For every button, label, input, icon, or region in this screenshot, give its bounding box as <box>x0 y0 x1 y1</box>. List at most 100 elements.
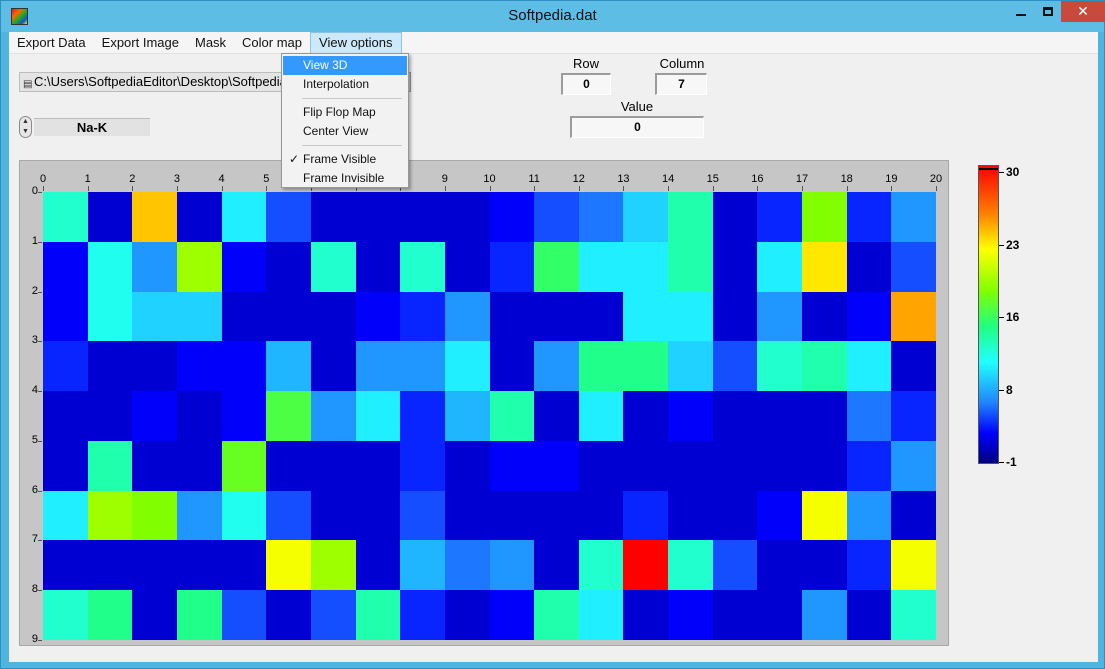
heatmap-cell[interactable] <box>355 391 401 442</box>
heatmap-cell[interactable] <box>444 241 490 293</box>
heatmap-cell[interactable] <box>846 341 892 392</box>
heatmap-cell[interactable] <box>846 241 892 293</box>
menu-item-frame-visible[interactable]: ✓ Frame Visible <box>283 150 407 169</box>
heatmap-cell[interactable] <box>266 391 312 442</box>
heatmap-cell[interactable] <box>221 540 267 591</box>
heatmap-cell[interactable] <box>712 391 758 442</box>
heatmap-cell[interactable] <box>87 192 133 243</box>
heatmap-cell[interactable] <box>266 440 312 492</box>
heatmap-cell[interactable] <box>132 291 178 342</box>
heatmap-cell[interactable] <box>400 440 446 492</box>
heatmap-cell[interactable] <box>310 490 357 541</box>
heatmap-cell[interactable] <box>43 490 89 541</box>
menu-item-interpolation[interactable]: Interpolation <box>283 75 407 94</box>
heatmap-cell[interactable] <box>310 540 357 591</box>
heatmap-cell[interactable] <box>176 540 223 591</box>
heatmap-cell[interactable] <box>176 590 223 641</box>
heatmap-cell[interactable] <box>534 391 580 442</box>
heatmap-cell[interactable] <box>87 440 133 492</box>
heatmap-cell[interactable] <box>132 391 178 442</box>
heatmap-cell[interactable] <box>176 490 223 541</box>
heatmap-cell[interactable] <box>623 490 669 541</box>
heatmap-cell[interactable] <box>87 391 133 442</box>
heatmap-cell[interactable] <box>623 291 669 342</box>
heatmap-cell[interactable] <box>578 540 624 591</box>
heatmap-cell[interactable] <box>802 241 848 293</box>
heatmap-cell[interactable] <box>712 291 758 342</box>
heatmap-cell[interactable] <box>578 391 624 442</box>
heatmap-cell[interactable] <box>534 241 580 293</box>
heatmap-cell[interactable] <box>757 291 803 342</box>
heatmap-cell[interactable] <box>132 241 178 293</box>
heatmap-cell[interactable] <box>266 590 312 641</box>
heatmap-cell[interactable] <box>846 490 892 541</box>
heatmap-cell[interactable] <box>623 590 669 641</box>
heatmap-cell[interactable] <box>757 391 803 442</box>
menu-export-data[interactable]: Export Data <box>17 35 86 50</box>
heatmap-cell[interactable] <box>578 192 624 243</box>
heatmap-cell[interactable] <box>668 540 714 591</box>
heatmap-cell[interactable] <box>757 341 803 392</box>
heatmap-cell[interactable] <box>132 540 178 591</box>
heatmap-cell[interactable] <box>444 440 490 492</box>
heatmap-cell[interactable] <box>668 192 714 243</box>
heatmap-cell[interactable] <box>355 490 401 541</box>
heatmap-cell[interactable] <box>132 490 178 541</box>
heatmap-cell[interactable] <box>802 490 848 541</box>
heatmap-cell[interactable] <box>891 291 937 342</box>
heatmap-cell[interactable] <box>712 341 758 392</box>
heatmap-cell[interactable] <box>266 341 312 392</box>
heatmap-cell[interactable] <box>444 341 490 392</box>
heatmap-cell[interactable] <box>221 391 267 442</box>
heatmap-cell[interactable] <box>132 440 178 492</box>
heatmap-cell[interactable] <box>87 241 133 293</box>
heatmap-cell[interactable] <box>310 192 357 243</box>
heatmap-cell[interactable] <box>221 291 267 342</box>
heatmap-cell[interactable] <box>221 590 267 641</box>
heatmap-cell[interactable] <box>132 192 178 243</box>
menu-item-flip-flop-map[interactable]: Flip Flop Map <box>283 103 407 122</box>
heatmap-cell[interactable] <box>668 440 714 492</box>
heatmap-cell[interactable] <box>444 192 490 243</box>
heatmap-cell[interactable] <box>355 192 401 243</box>
heatmap-cell[interactable] <box>802 391 848 442</box>
heatmap-cell[interactable] <box>534 341 580 392</box>
heatmap-cell[interactable] <box>623 540 669 591</box>
heatmap-cell[interactable] <box>176 192 223 243</box>
heatmap-cell[interactable] <box>176 440 223 492</box>
heatmap-cell[interactable] <box>400 590 446 641</box>
heatmap-cell[interactable] <box>444 291 490 342</box>
heatmap-cell[interactable] <box>712 590 758 641</box>
heatmap-cell[interactable] <box>578 241 624 293</box>
heatmap-cell[interactable] <box>355 241 401 293</box>
heatmap-cell[interactable] <box>355 291 401 342</box>
heatmap-cell[interactable] <box>578 341 624 392</box>
heatmap-cell[interactable] <box>355 540 401 591</box>
heatmap-cell[interactable] <box>489 291 535 342</box>
menu-color-map[interactable]: Color map <box>242 35 303 50</box>
file-path-field[interactable]: ▤ C:\Users\SoftpediaEditor\Desktop\Softp… <box>19 72 301 92</box>
heatmap-cell[interactable] <box>489 440 535 492</box>
heatmap-cell[interactable] <box>846 192 892 243</box>
heatmap-cell[interactable] <box>355 440 401 492</box>
heatmap-cell[interactable] <box>87 590 133 641</box>
heatmap-cell[interactable] <box>757 440 803 492</box>
heatmap-cell[interactable] <box>802 540 848 591</box>
heatmap-cell[interactable] <box>176 291 223 342</box>
close-button[interactable]: ✕ <box>1061 1 1105 22</box>
heatmap-cell[interactable] <box>802 341 848 392</box>
heatmap-cell[interactable] <box>802 192 848 243</box>
heatmap-cell[interactable] <box>43 590 89 641</box>
spinner-up-icon[interactable]: ▲ <box>22 118 29 125</box>
heatmap-cell[interactable] <box>221 490 267 541</box>
heatmap-cell[interactable] <box>712 192 758 243</box>
heatmap-cell[interactable] <box>846 391 892 442</box>
heatmap-cell[interactable] <box>132 590 178 641</box>
heatmap-cell[interactable] <box>846 440 892 492</box>
minimize-button[interactable] <box>1007 1 1035 22</box>
heatmap-cell[interactable] <box>623 341 669 392</box>
heatmap-cell[interactable] <box>400 490 446 541</box>
heatmap-cell[interactable] <box>891 192 937 243</box>
heatmap-cell[interactable] <box>757 590 803 641</box>
heatmap-cell[interactable] <box>668 291 714 342</box>
